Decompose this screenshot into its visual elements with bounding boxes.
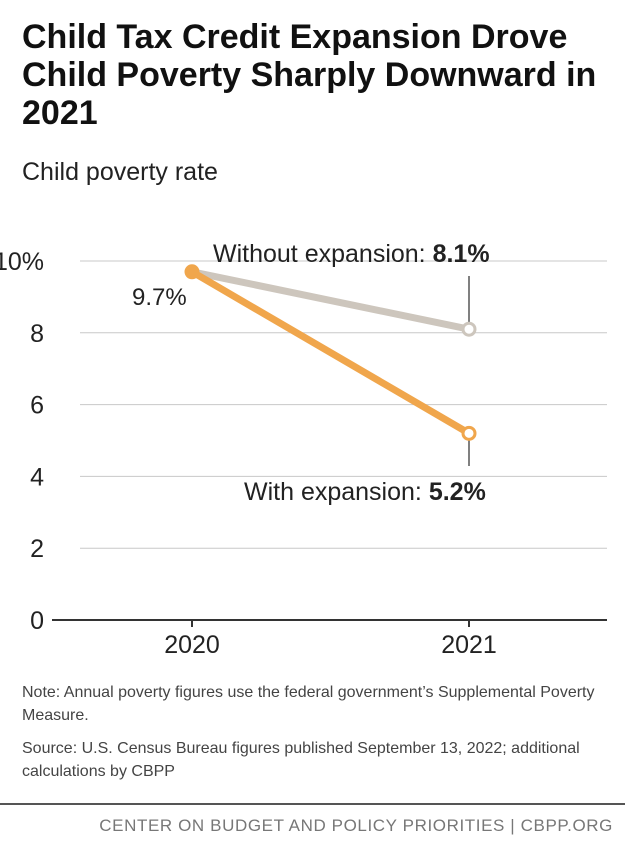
with-expansion-value: 5.2% (429, 478, 486, 506)
y-tick-label: 6 (30, 392, 44, 420)
y-tick-label: 4 (30, 463, 44, 491)
gridlines (80, 260, 607, 549)
annotation-labels: 9.7% Without expansion: 8.1% With expans… (132, 240, 490, 506)
y-tick-label: 0 (30, 607, 44, 635)
with-expansion-line (188, 268, 473, 437)
chart-source: Source: U.S. Census Bureau figures publi… (22, 740, 580, 780)
with-expansion-point (184, 264, 200, 280)
without-expansion-point (461, 321, 477, 337)
chart-note: Note: Annual poverty figures use the fed… (22, 684, 595, 724)
y-tick-label: 8 (30, 320, 44, 348)
footer-divider (0, 803, 625, 805)
x-tick-label: 2020 (164, 631, 220, 659)
start-value-label: 9.7% (132, 284, 187, 311)
x-axis: 2020 2021 (52, 619, 607, 659)
without-expansion-line (188, 268, 473, 333)
series-lines (184, 264, 477, 441)
chart-subtitle: Child poverty rate (22, 158, 218, 186)
x-tick-label: 2021 (441, 631, 497, 659)
y-tick-label: 10% (0, 248, 44, 276)
footer-credit: CENTER ON BUDGET AND POLICY PRIORITIES |… (99, 816, 613, 835)
chart-title: Child Tax Credit Expansion Drove Child P… (22, 18, 597, 132)
without-expansion-value: 8.1% (433, 240, 490, 268)
y-axis-ticks: 0 2 4 6 8 10% (0, 248, 44, 635)
y-tick-label: 2 (30, 535, 44, 563)
with-expansion-label: With expansion: 5.2% (244, 478, 486, 506)
without-expansion-text: Without expansion: (213, 240, 433, 268)
line-chart: 0 2 4 6 8 10% 2020 2021 9.7% Without expansion… (0, 240, 607, 659)
without-expansion-label: Without expansion: 8.1% (213, 240, 490, 268)
with-expansion-point (461, 425, 477, 441)
with-expansion-text: With expansion: (244, 478, 429, 506)
